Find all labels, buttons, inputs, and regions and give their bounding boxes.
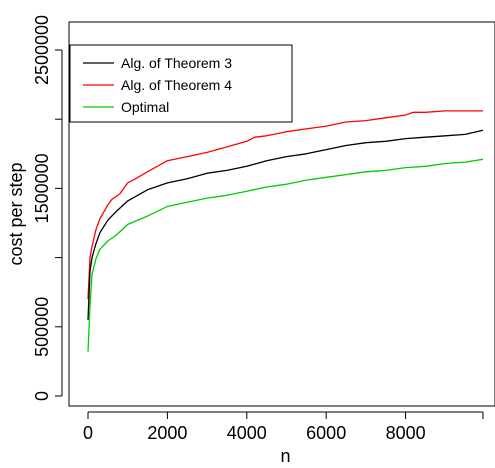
plot-box [68, 21, 495, 407]
legend-label: Alg. of Theorem 3 [121, 55, 232, 71]
legend-label: Alg. of Theorem 4 [121, 77, 232, 93]
x-axis: 0 2000 4000 6000 8000 [83, 411, 484, 443]
legend-box [69, 44, 293, 123]
x-tick-label: 2000 [147, 423, 187, 443]
y-tick-label: 2500000 [32, 15, 52, 85]
legend-label: Optimal [121, 99, 169, 115]
y-tick-label: 500000 [32, 297, 52, 357]
y-tick-label: 1500000 [32, 153, 52, 223]
series-layer [87, 110, 484, 352]
y-tick-label: 0 [32, 391, 52, 401]
series-line-1 [87, 110, 483, 300]
x-axis-title: n [280, 446, 290, 466]
series-line-2 [87, 158, 484, 352]
x-tick-label: 4000 [227, 423, 267, 443]
x-tick-label: 6000 [306, 423, 346, 443]
x-tick-label: 8000 [386, 423, 426, 443]
y-axis: 0 500000 1500000 2500000 [32, 15, 63, 401]
series-line-0 [87, 129, 484, 320]
y-axis-title: cost per step [6, 162, 26, 265]
legend: Alg. of Theorem 3 Alg. of Theorem 4 Optima… [69, 44, 293, 123]
x-tick-label: 0 [83, 423, 93, 443]
